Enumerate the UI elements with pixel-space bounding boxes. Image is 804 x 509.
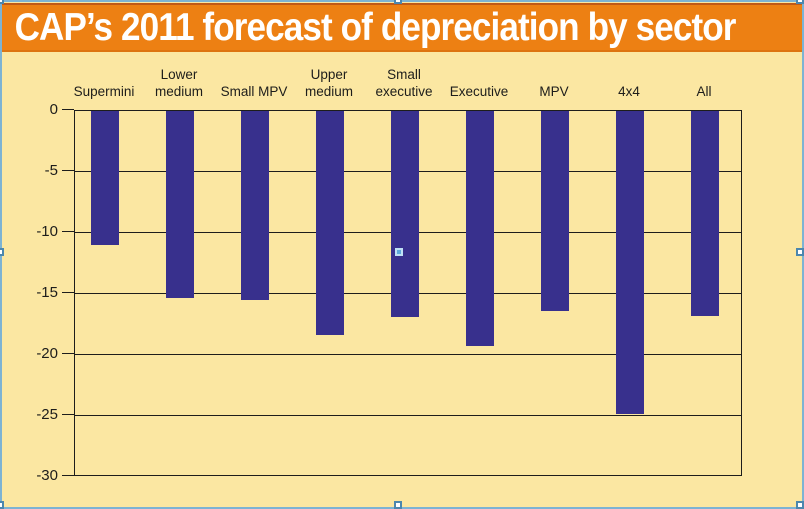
bar-small-executive [391, 111, 419, 317]
selection-handle-top-right[interactable] [796, 0, 804, 4]
ytick-label--25: -25 [36, 406, 58, 423]
bar-all [691, 111, 719, 316]
category-label-mpv: MPV [539, 84, 569, 99]
ytick--10 [62, 231, 74, 232]
ytick--20 [62, 353, 74, 354]
gridline--20 [75, 354, 741, 355]
category-label-supermini: Supermini [73, 84, 135, 99]
category-label-lower-medium: Lower medium [154, 67, 203, 99]
title-banner: CAP’s 2011 forecast of depreciation by s… [2, 3, 802, 52]
ytick-label--5: -5 [44, 162, 58, 179]
selection-handle-middle-right[interactable] [796, 248, 804, 256]
category-label-upper-medium: Upper medium [304, 67, 353, 99]
selection-handle-top-left[interactable] [0, 0, 4, 4]
ytick-label--10: -10 [36, 223, 58, 240]
ytick--30 [62, 475, 74, 476]
selection-handle-bottom-center[interactable] [394, 501, 402, 509]
ytick-0 [62, 109, 74, 110]
ytick-label-0: 0 [49, 101, 58, 118]
selection-handle-center-marker[interactable] [395, 248, 403, 256]
selection-handle-bottom-right[interactable] [796, 501, 804, 509]
category-label-all: All [696, 84, 712, 99]
ytick--25 [62, 414, 74, 415]
selection-handle-middle-left[interactable] [0, 248, 4, 256]
ytick--5 [62, 170, 74, 171]
bar-supermini [91, 111, 119, 245]
category-label-small-mpv: Small MPV [220, 84, 288, 99]
bar-small-mpv [241, 111, 269, 300]
bar-lower-medium [166, 111, 194, 298]
ytick-label--20: -20 [36, 345, 58, 362]
bar-upper-medium [316, 111, 344, 335]
plot-area [74, 110, 742, 476]
gridline--25 [75, 415, 741, 416]
bar-mpv [541, 111, 569, 311]
ytick-label--15: -15 [36, 284, 58, 301]
bar-4x4 [616, 111, 644, 414]
ytick--15 [62, 292, 74, 293]
selection-handle-top-center[interactable] [394, 0, 402, 4]
ytick-label--30: -30 [36, 467, 58, 484]
selection-handle-bottom-left[interactable] [0, 501, 4, 509]
category-label-small-executive: Small executive [375, 67, 433, 99]
bar-executive [466, 111, 494, 346]
category-label-4x4: 4x4 [618, 84, 640, 99]
chart-title: CAP’s 2011 forecast of depreciation by s… [14, 6, 737, 49]
category-label-executive: Executive [449, 84, 509, 99]
